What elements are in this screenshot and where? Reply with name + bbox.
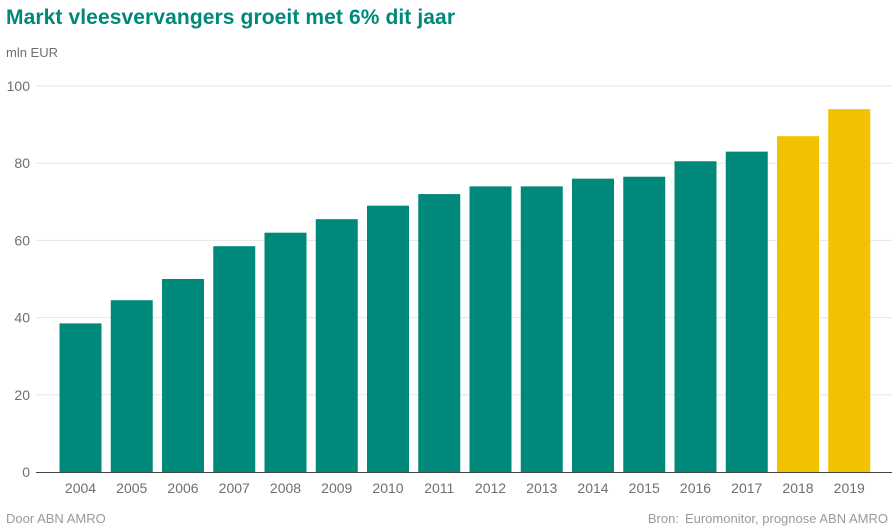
x-tick-label: 2017: [731, 480, 762, 496]
bar-2019: [828, 109, 871, 472]
x-tick-label: 2014: [577, 480, 608, 496]
y-tick-label: 60: [14, 232, 30, 248]
x-axis-ticks: 2004 2005 2006 2007 2008 2009 2010 2011 2012 2013…: [65, 480, 865, 496]
bar-2011: [418, 194, 461, 472]
x-tick-label: 2012: [475, 480, 506, 496]
bar-2018: [777, 136, 819, 472]
x-tick-label: 2019: [834, 480, 865, 496]
x-tick-label: 2011: [424, 480, 454, 496]
y-tick-label: 80: [14, 155, 30, 171]
bar-2015: [623, 176, 666, 472]
bar-2004: [59, 323, 102, 472]
x-tick-label: 2009: [321, 480, 352, 496]
bar-2017: [725, 151, 768, 472]
chart-title: Markt vleesvervangers groeit met 6% dit …: [6, 6, 456, 29]
x-tick-label: 2010: [372, 480, 403, 496]
y-axis-unit: mln EUR: [6, 45, 59, 60]
x-tick-label: 2016: [680, 480, 711, 496]
credit-text: Door ABN AMRO: [6, 511, 106, 526]
bar-2016: [674, 161, 717, 472]
y-axis-ticks: 0 20 40 60 80 100: [7, 78, 31, 480]
bar-2013: [520, 186, 563, 473]
y-tick-label: 0: [22, 464, 30, 480]
bar-2008: [264, 232, 307, 472]
source-text: Bron: Euromonitor, prognose ABN AMRO: [648, 511, 888, 526]
x-tick-label: 2005: [116, 480, 147, 496]
y-tick-label: 100: [7, 78, 31, 94]
source-label: Bron:: [647, 511, 679, 526]
bar-2012: [469, 186, 512, 473]
x-tick-label: 2004: [65, 480, 96, 496]
x-tick-label: 2013: [526, 480, 557, 496]
bars: [59, 109, 871, 473]
x-tick-label: 2008: [270, 480, 301, 496]
bar-2010: [367, 205, 409, 472]
x-tick-label: 2018: [782, 480, 813, 496]
bar-2006: [162, 279, 204, 472]
bar-2005: [110, 300, 153, 472]
source-value: Euromonitor, prognose ABN AMRO: [684, 511, 888, 526]
bar-2007: [213, 246, 256, 472]
bar-2014: [572, 178, 614, 472]
x-tick-label: 2006: [167, 480, 198, 496]
y-tick-label: 20: [14, 387, 30, 403]
bar-2009: [315, 219, 358, 472]
x-tick-label: 2007: [219, 480, 250, 496]
y-tick-label: 40: [14, 310, 30, 326]
x-tick-label: 2015: [629, 480, 660, 496]
